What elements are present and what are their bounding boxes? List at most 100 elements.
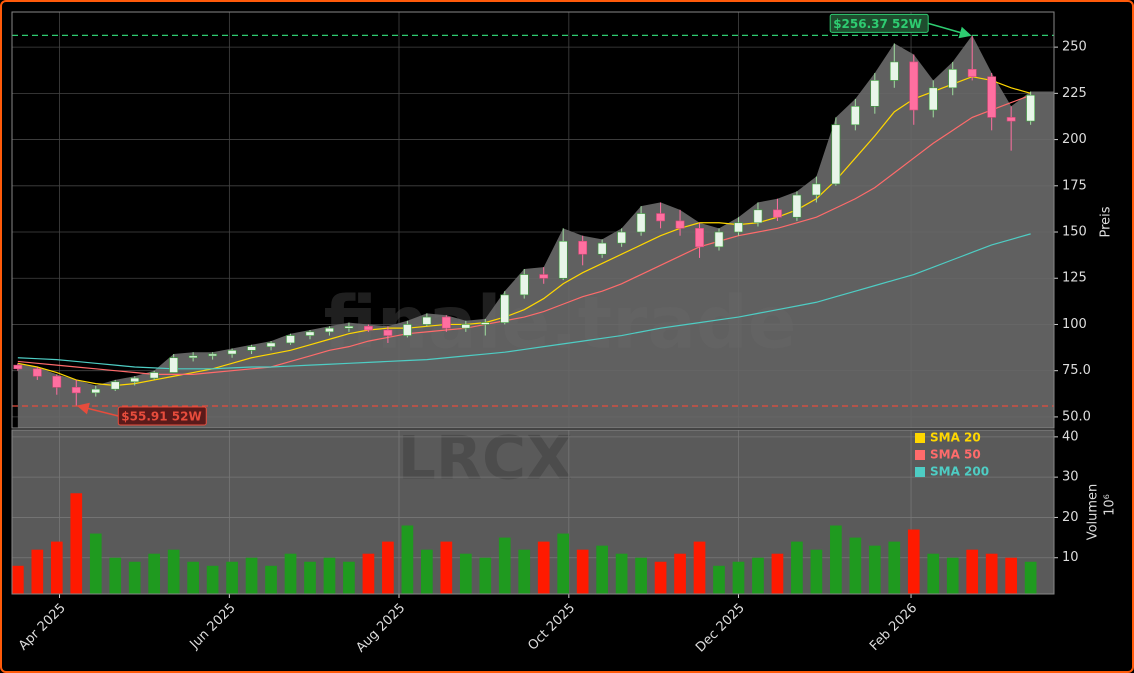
candle-body <box>695 228 704 248</box>
candle-body <box>441 316 451 329</box>
candle-body <box>578 240 588 255</box>
volume-bar <box>128 561 141 594</box>
candle-body <box>1026 94 1036 122</box>
candle-body <box>656 213 665 222</box>
candle-body <box>461 324 471 329</box>
candle-body <box>110 381 120 390</box>
candle-body <box>773 209 782 218</box>
volume-bar <box>615 553 628 594</box>
y-tick-label: 225 <box>1062 86 1087 101</box>
volume-bar <box>907 529 920 594</box>
candle-body <box>714 231 724 248</box>
legend-swatch <box>915 433 925 443</box>
annotation: $55.91 52W <box>76 402 207 426</box>
volume-bar <box>946 557 959 594</box>
volume-bar <box>265 565 277 594</box>
x-tick-label: Dec 2025 <box>693 601 748 656</box>
candle-body <box>928 87 938 111</box>
volume-bar <box>635 557 647 594</box>
candle-body <box>344 326 354 329</box>
volume-bar <box>12 565 24 594</box>
volume-bar <box>459 553 472 594</box>
y-tick-label: 20 <box>1062 510 1079 525</box>
volume-bar <box>557 533 570 594</box>
volume-bar <box>849 537 862 594</box>
annotation-arrow <box>927 22 972 39</box>
candle-body <box>617 231 627 244</box>
candle-body <box>149 372 159 379</box>
volume-bar <box>167 549 180 594</box>
legend-swatch <box>915 450 925 460</box>
volume-bar <box>596 545 608 594</box>
volume-bar <box>771 553 784 594</box>
legend-label: SMA 200 <box>930 465 989 479</box>
candle-body <box>539 274 549 279</box>
candle-body <box>325 327 334 333</box>
candle-body <box>1006 117 1016 122</box>
y-tick-label: 100 <box>1062 317 1087 332</box>
volume-bar <box>109 557 122 594</box>
candle-body <box>889 61 899 81</box>
candle-body <box>208 353 217 357</box>
volume-bar <box>421 549 433 594</box>
volume-bar <box>304 561 316 594</box>
price-frame <box>11 11 1055 429</box>
y-tick-label: 175 <box>1062 178 1087 193</box>
x-tick-label: Apr 2025 <box>16 601 69 654</box>
sma-line <box>17 76 1031 387</box>
volume-bar <box>323 557 336 594</box>
candle-body <box>130 377 140 383</box>
sma-line <box>17 233 1031 370</box>
volume-bar <box>693 541 706 594</box>
candle-body <box>188 355 198 359</box>
candle-body <box>247 346 256 351</box>
volume-bar <box>70 493 83 594</box>
candle-body <box>364 326 373 331</box>
candle-body <box>383 329 393 336</box>
candle-body <box>734 222 743 233</box>
volume-bar <box>1024 561 1037 594</box>
volume-bar <box>498 537 511 594</box>
volume-bar <box>284 553 297 594</box>
x-tick-label: Aug 2025 <box>353 601 408 656</box>
legend-label: SMA 50 <box>930 448 981 462</box>
candle-body <box>266 342 276 347</box>
candle-body <box>169 357 179 373</box>
candle-body <box>13 364 23 370</box>
annotation-arrow <box>76 402 119 417</box>
candle-body <box>967 69 977 78</box>
candle-body <box>286 335 295 344</box>
volume-bar <box>576 549 589 594</box>
volume-bar <box>401 525 414 594</box>
candle-body <box>753 209 763 224</box>
candle-body <box>422 316 432 325</box>
candle-body <box>597 242 607 255</box>
y-tick-label: 200 <box>1062 132 1087 147</box>
candle-body <box>558 240 568 279</box>
candle-body <box>402 324 412 336</box>
volume-bar <box>362 553 375 594</box>
y-tick-label: 10 <box>1062 550 1079 565</box>
volume-bar <box>537 541 550 594</box>
volume-bar <box>89 533 102 594</box>
price-area <box>17 35 1054 428</box>
volume-bar <box>440 541 453 594</box>
x-tick-label: Jun 2025 <box>187 601 239 653</box>
volume-bar <box>479 557 492 594</box>
y-axis-unit: 10⁶ <box>1103 494 1118 516</box>
y-tick-label: 30 <box>1062 470 1079 485</box>
candle-body <box>480 322 490 325</box>
x-tick-label: Feb 2026 <box>867 601 920 654</box>
legend-swatch <box>915 467 925 477</box>
volume-bar <box>31 549 44 594</box>
volume-bar <box>868 545 881 594</box>
y-tick-label: 50.0 <box>1062 409 1091 424</box>
x-tick-label: Oct 2025 <box>525 601 578 654</box>
volume-bar <box>206 565 219 594</box>
volume-bar <box>518 549 531 594</box>
candle-body <box>987 76 997 118</box>
volume-bar <box>50 541 63 594</box>
volume-bar <box>187 561 199 594</box>
y-tick-label: 75.0 <box>1062 363 1091 378</box>
